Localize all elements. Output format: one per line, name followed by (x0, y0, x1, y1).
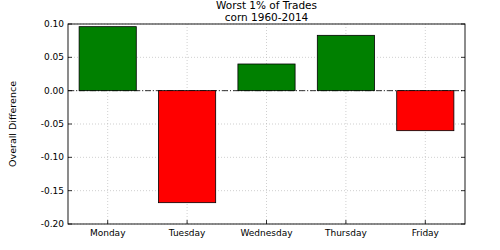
y-tick-label: -0.10 (41, 152, 65, 162)
plot-background (68, 24, 465, 224)
tick (461, 57, 465, 58)
x-tick-label: Wednesday (240, 228, 293, 238)
bar (79, 27, 136, 91)
tick (68, 157, 72, 158)
y-tick-label: -0.15 (41, 186, 64, 196)
bar (159, 91, 216, 203)
grid-line (266, 24, 267, 224)
tick (68, 124, 72, 125)
subtitle: corn 1960-2014 (225, 11, 309, 23)
y-axis-label: Overall Difference (7, 81, 18, 167)
bar (317, 35, 374, 90)
bar (397, 91, 454, 131)
y-tick-label: 0.10 (44, 19, 64, 29)
tick (107, 220, 108, 224)
x-tick-label: Friday (412, 228, 440, 238)
grid-line (68, 190, 465, 191)
frame (68, 24, 465, 224)
tick (187, 220, 188, 224)
y-tick-label: -0.20 (41, 219, 65, 229)
tick (266, 220, 267, 224)
tick (461, 124, 465, 125)
x-tick-label: Monday (90, 228, 126, 238)
bar (238, 64, 295, 91)
x-tick-label: Thursday (324, 228, 368, 238)
bars (79, 27, 454, 203)
tick (425, 220, 426, 224)
y-tick-label: 0.05 (44, 52, 64, 62)
title: Worst 1% of Trades (216, 0, 317, 11)
tick (68, 190, 72, 191)
y-tick-label: -0.05 (41, 119, 64, 129)
tick (461, 190, 465, 191)
tick (345, 220, 346, 224)
y-tick-label: 0.00 (44, 86, 64, 96)
chart: -0.20 -0.15 -0.10 -0.05 0.00 0.05 0.10 Monday Tu… (0, 0, 500, 250)
tick (461, 157, 465, 158)
x-tick-label: Tuesday (168, 228, 206, 238)
tick (68, 57, 72, 58)
